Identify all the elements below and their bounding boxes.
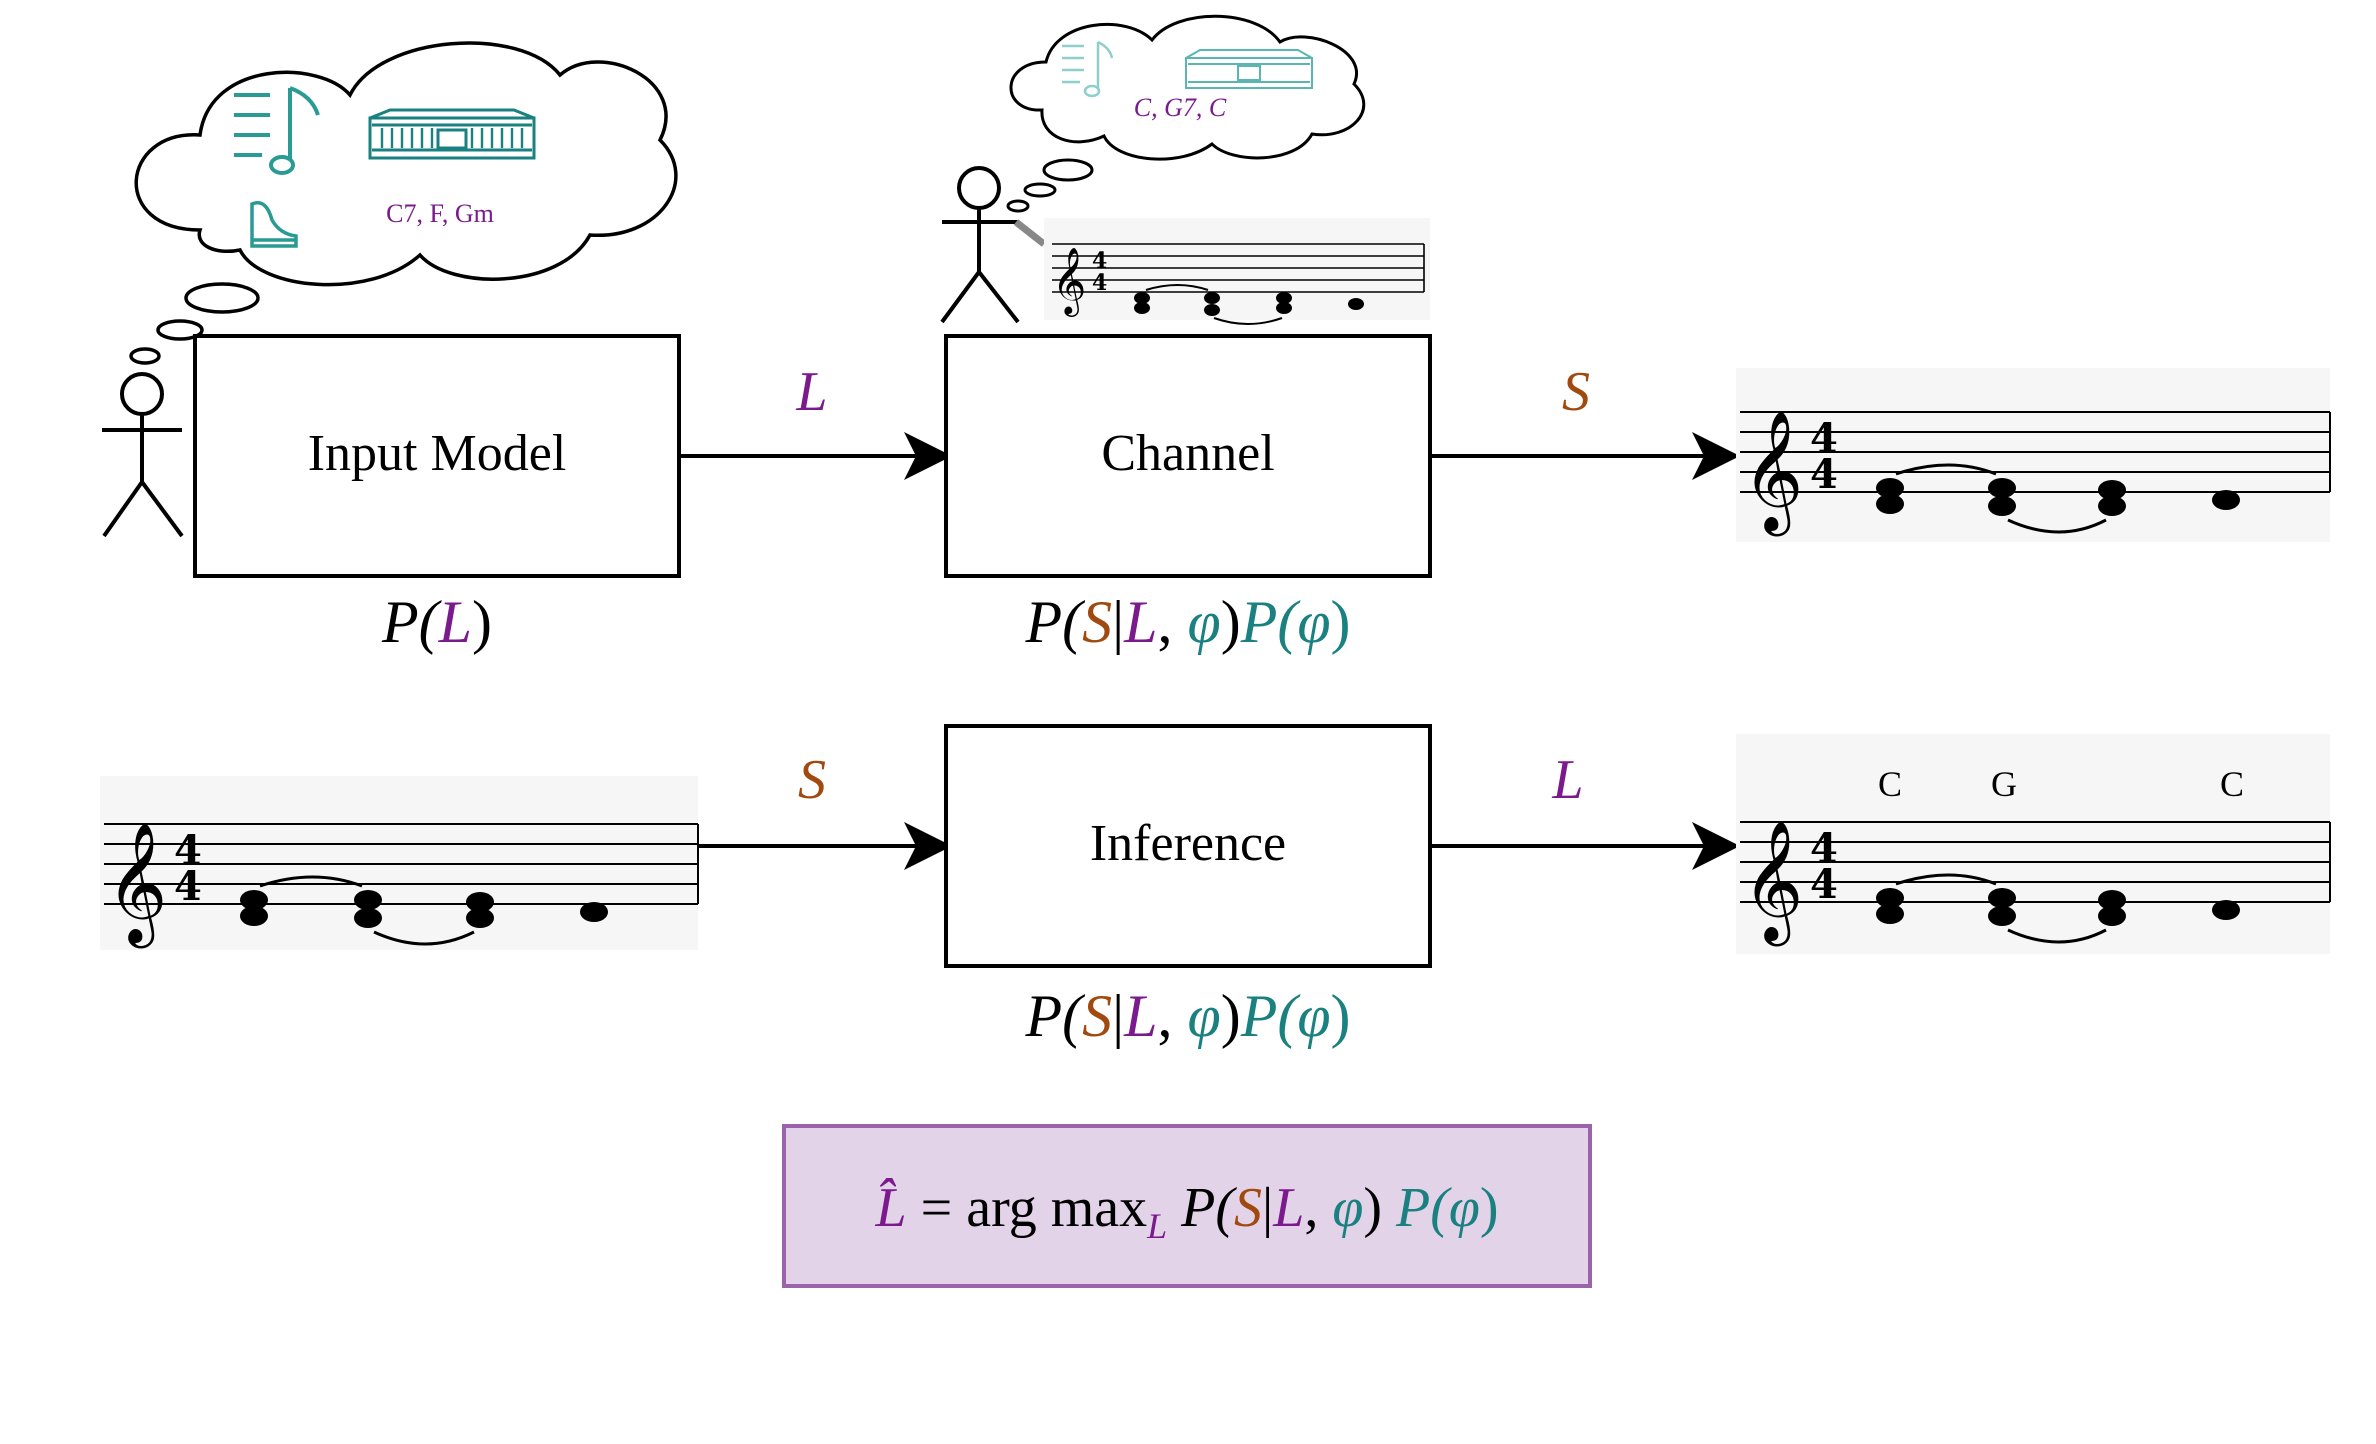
chord-label-1: C <box>1878 764 1902 804</box>
music-note-icon <box>234 86 320 175</box>
svg-text:4: 4 <box>1810 415 1838 462</box>
input-model-label: Input Model <box>308 425 567 482</box>
pen-icon <box>1013 219 1047 247</box>
input-model-probability: P(L) <box>381 589 492 655</box>
arrow-label-latent-top: L <box>795 361 827 423</box>
argmax-formula: L̂ = arg maxL P(S|L, φ) P(φ) <box>874 1177 1498 1246</box>
svg-text:𝄞: 𝄞 <box>1742 819 1803 946</box>
arrow-label-surface-top: S <box>1562 361 1590 423</box>
channel-label: Channel <box>1101 425 1274 482</box>
output-score-image: 𝄞 4 4 <box>1736 368 2331 542</box>
input-model-box <box>193 334 681 578</box>
concert-hall-small-icon <box>1185 49 1313 89</box>
composer-thought-bubble <box>129 41 678 365</box>
piano-icon <box>250 201 298 248</box>
inference-box <box>944 724 1432 968</box>
svg-text:𝄞: 𝄞 <box>106 821 167 948</box>
chord-label-2: G <box>1991 764 2017 804</box>
channel-box <box>944 334 1432 578</box>
svg-text:4: 4 <box>174 827 202 874</box>
channel-probability: P(S|L, φ)P(φ) <box>1024 589 1350 655</box>
inference-probability: P(S|L, φ)P(φ) <box>1024 983 1350 1049</box>
arranger-chords: C, G7, C <box>1134 93 1227 122</box>
svg-text:4: 4 <box>1810 861 1838 908</box>
composer-figure-icon <box>102 372 184 538</box>
svg-text:𝄞: 𝄞 <box>1052 246 1086 317</box>
arrow-label-surface-bottom: S <box>798 749 826 811</box>
svg-text:4: 4 <box>1092 248 1107 274</box>
svg-text:4: 4 <box>1810 451 1838 498</box>
small-score-image: 𝄞 4 4 <box>1044 218 1430 325</box>
composer-chords: C7, F, Gm <box>386 199 494 228</box>
input-score-image: 𝄞 4 4 <box>100 776 699 950</box>
svg-text:4: 4 <box>174 863 202 910</box>
music-note-small-icon <box>1062 40 1114 98</box>
chord-label-3: C <box>2220 764 2244 804</box>
svg-text:4: 4 <box>1810 825 1838 872</box>
annotated-score-image: C G C 𝄞 4 4 <box>1736 734 2331 954</box>
svg-text:4: 4 <box>1092 270 1107 296</box>
arranger-figure-icon <box>940 166 1020 324</box>
arrow-label-latent-bottom: L <box>1551 749 1583 811</box>
inference-label: Inference <box>1090 815 1286 872</box>
argmax-formula-box <box>782 1124 1592 1288</box>
svg-text:𝄞: 𝄞 <box>1742 409 1803 536</box>
concert-hall-icon <box>368 108 536 160</box>
